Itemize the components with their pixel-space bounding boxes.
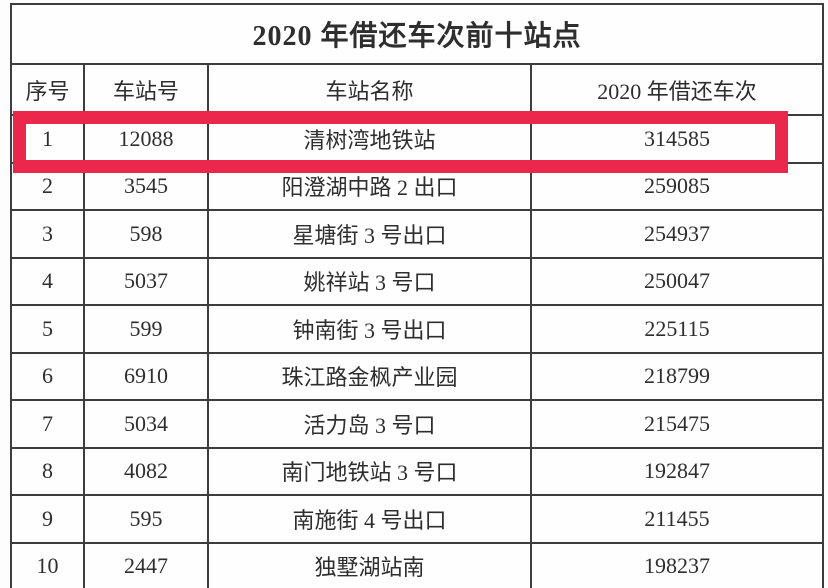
cell-station-id: 599 [83,304,209,354]
table-row: 7 5034 活力岛 3 号口 215475 [10,399,825,449]
cell-rank: 9 [10,494,85,544]
cell-trips: 215475 [529,399,825,449]
table-row: 8 4082 南门地铁站 3 号口 192847 [10,446,825,496]
column-header-rank: 序号 [10,63,85,116]
column-header-trips: 2020 年借还车次 [529,63,825,116]
cell-station-id: 12088 [83,114,209,164]
cell-trips: 254937 [529,209,825,259]
cell-trips: 259085 [529,161,825,211]
table-header-row: 序号 车站号 车站名称 2020 年借还车次 [10,63,825,116]
cell-trips: 198237 [529,541,825,588]
table-title-row: 2020 年借还车次前十站点 [9,3,825,65]
cell-station-id: 5034 [83,399,209,449]
cell-station-id: 3545 [83,161,209,211]
cell-station-id: 2447 [83,541,209,588]
cell-station-name: 南施街 4 号出口 [207,494,532,544]
cell-trips: 192847 [529,446,825,496]
cell-rank: 7 [10,399,85,449]
cell-station-id: 6910 [83,351,209,401]
table-row: 5 599 钟南街 3 号出口 225115 [10,304,825,354]
cell-station-id: 4082 [83,446,209,496]
cell-station-name: 活力岛 3 号口 [207,399,532,449]
cell-station-name: 独墅湖站南 [207,541,532,588]
table-row: 1 12088 清树湾地铁站 314585 [10,114,825,164]
column-header-station-name: 车站名称 [207,63,532,116]
cell-rank: 1 [10,114,85,164]
cell-station-name: 姚祥站 3 号口 [207,256,532,306]
table-row: 3 598 星塘街 3 号出口 254937 [10,209,825,259]
cell-station-name: 钟南街 3 号出口 [207,304,532,354]
cell-rank: 2 [10,161,85,211]
table-title: 2020 年借还车次前十站点 [9,3,825,65]
cell-trips: 225115 [529,304,825,354]
cell-station-name: 清树湾地铁站 [207,114,532,164]
cell-station-id: 5037 [83,256,209,306]
table-row: 6 6910 珠江路金枫产业园 218799 [10,351,825,401]
column-header-station-id: 车站号 [83,63,209,116]
cell-trips: 314585 [529,114,825,164]
table-row: 4 5037 姚祥站 3 号口 250047 [10,256,825,306]
top-stations-table: 2020 年借还车次前十站点 序号 车站号 车站名称 2020 年借还车次 1 … [9,3,825,588]
table-row: 9 595 南施街 4 号出口 211455 [10,494,825,544]
cell-station-name: 阳澄湖中路 2 出口 [207,161,532,211]
cell-trips: 250047 [529,256,825,306]
table-body: 1 12088 清树湾地铁站 314585 2 3545 阳澄湖中路 2 出口 … [10,114,825,588]
cell-rank: 4 [10,256,85,306]
cell-station-name: 南门地铁站 3 号口 [207,446,532,496]
cell-station-name: 星塘街 3 号出口 [207,209,532,259]
cell-station-name: 珠江路金枫产业园 [207,351,532,401]
cell-trips: 211455 [529,494,825,544]
cell-rank: 6 [10,351,85,401]
cell-rank: 3 [10,209,85,259]
table-row: 2 3545 阳澄湖中路 2 出口 259085 [10,161,825,211]
cell-station-id: 598 [83,209,209,259]
cell-station-id: 595 [83,494,209,544]
cell-rank: 5 [10,304,85,354]
cell-rank: 10 [10,541,85,588]
cell-rank: 8 [10,446,85,496]
cell-trips: 218799 [529,351,825,401]
table-row: 10 2447 独墅湖站南 198237 [10,541,825,588]
